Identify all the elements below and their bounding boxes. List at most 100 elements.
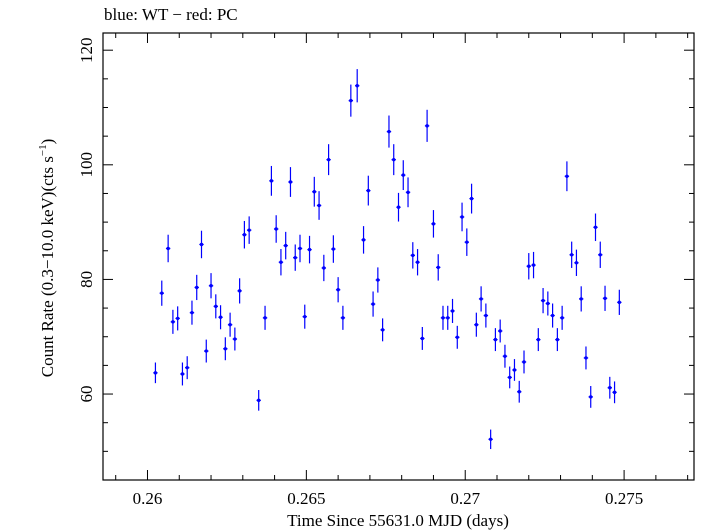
data-point xyxy=(531,263,536,267)
data-point xyxy=(331,247,336,251)
data-point xyxy=(411,253,415,258)
data-point xyxy=(455,335,459,340)
x-tick-label: 0.275 xyxy=(605,489,643,508)
data-point xyxy=(617,300,622,305)
data-point xyxy=(322,266,326,270)
plot-frame xyxy=(102,32,695,481)
y-axis-label: Count Rate (0.3−10.0 keV)(cts s−1) xyxy=(37,139,57,378)
y-tick-labels: 60 80 100 120 xyxy=(77,37,96,402)
data-point xyxy=(469,196,474,201)
data-point xyxy=(218,315,223,319)
data-point xyxy=(450,309,455,313)
data-point xyxy=(436,265,440,270)
data-point xyxy=(488,437,493,442)
data-point xyxy=(160,291,164,295)
data-point xyxy=(574,261,579,265)
data-point xyxy=(536,337,541,342)
data-point xyxy=(603,296,607,301)
data-point xyxy=(269,179,274,183)
data-point xyxy=(479,297,483,301)
data-point xyxy=(460,215,464,219)
data-point xyxy=(175,316,180,321)
data-point xyxy=(517,390,521,394)
data-point xyxy=(512,368,517,372)
data-point xyxy=(406,190,410,195)
data-point xyxy=(153,371,158,375)
y-axis-label-close: ) xyxy=(38,139,57,145)
data-point xyxy=(237,289,242,293)
data-point xyxy=(484,313,488,318)
data-points xyxy=(153,69,622,450)
data-point xyxy=(522,360,526,364)
data-point xyxy=(396,205,401,209)
data-point xyxy=(415,260,420,264)
data-point xyxy=(228,322,232,327)
axis-ticks xyxy=(103,33,694,481)
x-tick-labels: 0.26 0.265 0.27 0.275 xyxy=(133,489,644,508)
data-point xyxy=(326,157,331,162)
data-point xyxy=(560,316,564,320)
x-axis-label: Time Since 55631.0 MJD (days) xyxy=(287,511,509,530)
data-point xyxy=(431,222,436,226)
data-point xyxy=(508,375,512,380)
y-tick-label: 100 xyxy=(77,152,96,178)
data-point xyxy=(555,337,560,342)
data-point xyxy=(420,336,425,341)
data-point xyxy=(550,313,555,318)
data-point xyxy=(366,188,371,193)
data-point xyxy=(474,322,479,327)
data-point xyxy=(579,297,583,301)
data-point xyxy=(214,304,218,309)
data-point xyxy=(612,390,617,395)
data-point xyxy=(190,310,194,315)
data-point xyxy=(185,365,189,370)
data-point xyxy=(242,233,247,237)
data-point xyxy=(199,242,204,247)
data-point xyxy=(441,316,445,320)
data-point xyxy=(401,173,405,177)
y-axis-label-main: Count Rate (0.3−10.0 keV)(cts s xyxy=(38,156,57,377)
data-point xyxy=(293,255,297,260)
x-tick-label: 0.26 xyxy=(133,489,163,508)
data-point xyxy=(387,129,391,134)
data-point xyxy=(598,253,602,257)
data-point xyxy=(371,302,375,306)
data-point xyxy=(336,288,340,292)
x-tick-label: 0.27 xyxy=(450,489,480,508)
data-point xyxy=(541,298,545,303)
data-point xyxy=(465,240,469,244)
data-point xyxy=(256,398,261,403)
data-point xyxy=(284,243,288,248)
data-point xyxy=(584,356,588,360)
y-tick-label: 120 xyxy=(77,37,96,63)
data-point xyxy=(274,227,278,231)
data-point xyxy=(589,395,593,399)
data-point xyxy=(303,314,307,319)
y-tick-label: 80 xyxy=(77,271,96,288)
data-point xyxy=(195,285,199,290)
data-point xyxy=(279,260,283,264)
data-point xyxy=(171,320,175,324)
data-point xyxy=(498,329,502,333)
data-point xyxy=(527,264,531,268)
data-point xyxy=(247,228,251,232)
data-point xyxy=(180,372,185,376)
data-point xyxy=(341,316,345,320)
data-point xyxy=(349,98,353,103)
data-point xyxy=(263,316,267,320)
data-point xyxy=(593,225,598,229)
y-tick-label: 60 xyxy=(77,386,96,403)
data-point xyxy=(503,354,507,358)
data-point xyxy=(446,316,450,320)
data-point xyxy=(288,180,293,184)
data-point xyxy=(546,301,550,306)
data-point xyxy=(233,337,237,341)
data-point xyxy=(493,337,498,342)
data-point xyxy=(307,247,312,252)
data-point xyxy=(209,284,213,288)
x-tick-label: 0.265 xyxy=(287,489,325,508)
data-point xyxy=(425,124,429,128)
data-point xyxy=(569,253,574,257)
data-point xyxy=(565,174,569,178)
